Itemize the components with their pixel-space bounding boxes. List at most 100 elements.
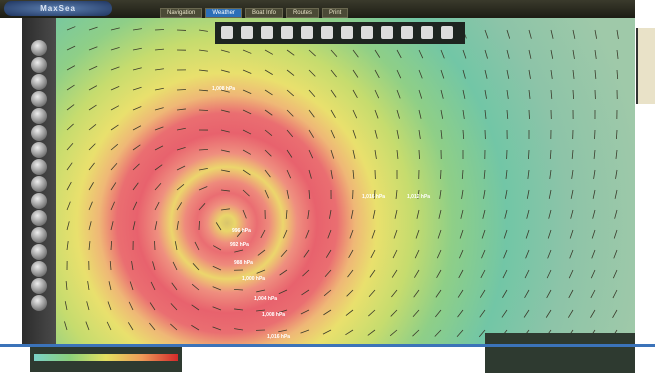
wind-barb — [594, 49, 597, 59]
wind-barb — [370, 249, 376, 259]
menu-tab[interactable]: Boat Info — [244, 8, 283, 18]
wind-barb — [110, 27, 120, 31]
wind-barb — [220, 129, 230, 133]
tool-button[interactable] — [31, 108, 47, 124]
wind-barb — [480, 269, 486, 279]
tool-button[interactable] — [301, 26, 313, 39]
wind-barb — [66, 181, 72, 191]
wind-barb — [374, 69, 380, 79]
wind-barb — [198, 186, 208, 191]
wind-barb — [612, 309, 618, 319]
tool-button[interactable] — [261, 26, 273, 39]
wind-barb — [525, 229, 530, 239]
wind-barb — [66, 143, 74, 151]
tool-button[interactable] — [241, 26, 253, 39]
wind-barb — [349, 229, 354, 239]
wind-barb — [373, 189, 376, 200]
wind-barb — [482, 209, 486, 219]
tool-button[interactable] — [31, 40, 47, 56]
tool-button[interactable] — [31, 74, 47, 90]
wind-barb — [264, 49, 274, 55]
wind-barb — [308, 189, 311, 200]
wind-barb — [305, 229, 310, 239]
wind-barb — [171, 282, 178, 291]
tool-button[interactable] — [381, 26, 393, 39]
wind-barb — [264, 69, 273, 75]
tool-button[interactable] — [421, 26, 433, 39]
wind-barb — [66, 241, 69, 251]
wind-barb — [484, 89, 487, 99]
wind-barb — [462, 89, 466, 99]
wind-barb — [391, 289, 398, 298]
tool-button[interactable] — [31, 193, 47, 209]
tool-button[interactable] — [31, 261, 47, 277]
tool-button[interactable] — [221, 26, 233, 39]
tool-button[interactable] — [31, 278, 47, 294]
wind-barb — [170, 323, 178, 331]
menu-tab[interactable]: Routes — [285, 8, 319, 18]
wind-barb — [88, 26, 98, 31]
wind-barb — [526, 209, 530, 219]
wind-barb — [394, 209, 398, 219]
tool-button[interactable] — [341, 26, 353, 39]
wind-barb — [568, 269, 574, 279]
wind-barb — [352, 169, 355, 179]
tool-button[interactable] — [31, 227, 47, 243]
wind-barb — [330, 149, 335, 159]
wind-barb — [523, 309, 530, 318]
wind-barb — [418, 49, 424, 59]
time-panel — [485, 333, 635, 373]
wind-barb — [330, 109, 336, 118]
wind-barb — [154, 87, 164, 91]
menu-tab[interactable]: Weather — [205, 8, 242, 18]
wind-barb — [548, 189, 552, 199]
wind-barb — [572, 29, 576, 39]
tool-button[interactable] — [321, 26, 333, 39]
wind-barb — [416, 209, 420, 219]
wind-barb — [613, 249, 618, 259]
wind-barb — [571, 169, 574, 179]
wind-barb — [307, 209, 310, 219]
wind-barb — [191, 304, 200, 311]
wind-barb — [352, 129, 357, 139]
wind-barb — [435, 289, 442, 298]
weather-map[interactable] — [22, 18, 635, 344]
wind-barb — [374, 49, 381, 58]
tool-button[interactable] — [31, 159, 47, 175]
tool-button[interactable] — [31, 210, 47, 226]
tool-button[interactable] — [31, 244, 47, 260]
tool-button[interactable] — [31, 176, 47, 192]
tool-button[interactable] — [31, 125, 47, 141]
wind-barb — [242, 209, 247, 219]
tool-button[interactable] — [281, 26, 293, 39]
wind-barb — [462, 49, 467, 59]
tool-button[interactable] — [31, 142, 47, 158]
tool-button[interactable] — [361, 26, 373, 39]
wind-barb — [301, 289, 310, 296]
wind-barb — [110, 47, 120, 51]
tool-button[interactable] — [401, 26, 413, 39]
menu-tab[interactable]: Navigation — [160, 8, 203, 18]
wind-barb — [547, 229, 552, 239]
tool-button[interactable] — [441, 26, 453, 39]
tool-button[interactable] — [31, 57, 47, 73]
wind-barb — [325, 249, 332, 258]
tool-button[interactable] — [31, 91, 47, 107]
wind-barb — [323, 309, 332, 316]
wind-barb — [528, 149, 530, 160]
menu-tab[interactable]: Print — [321, 8, 349, 18]
wind-barb — [234, 249, 244, 253]
tool-button[interactable] — [31, 295, 47, 311]
wind-barb — [352, 109, 358, 119]
wind-barb — [128, 301, 134, 311]
wind-barb — [106, 321, 112, 331]
wind-barb — [528, 29, 532, 39]
wind-barb — [527, 169, 530, 179]
wind-barb — [434, 329, 442, 337]
wind-barb — [412, 329, 420, 337]
wind-barb — [88, 143, 96, 151]
wind-barb — [504, 209, 508, 219]
pressure-label: 988 hPa — [234, 260, 253, 266]
wind-barb — [615, 169, 618, 179]
wind-barb — [256, 289, 266, 293]
